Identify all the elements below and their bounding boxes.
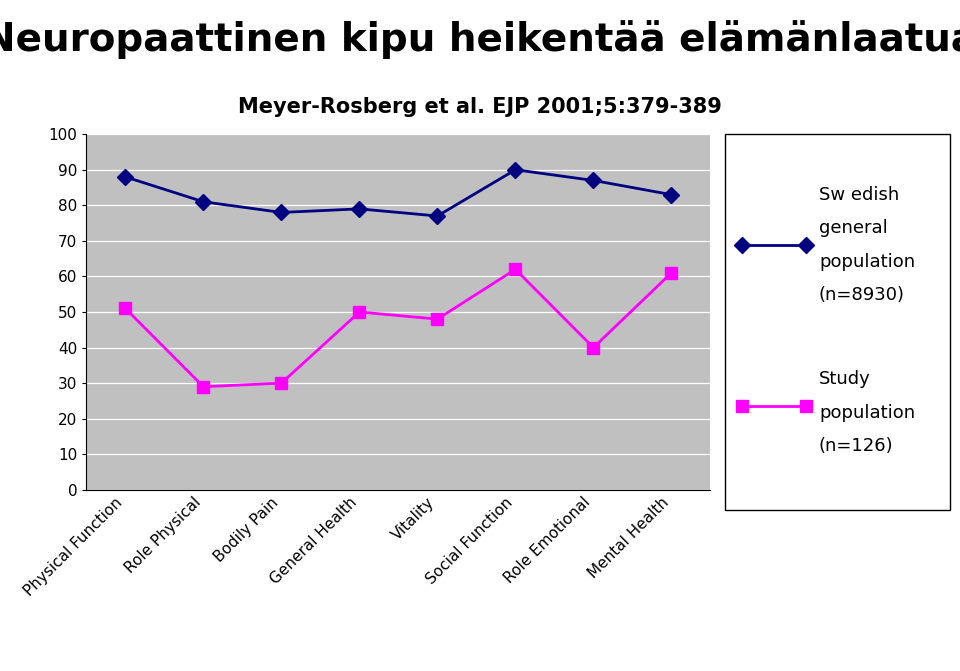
Text: Neuropaattinen kipu heikentää elämänlaatua: Neuropaattinen kipu heikentää elämänlaat… — [0, 20, 960, 59]
Text: (n=126): (n=126) — [819, 437, 894, 455]
Text: Study: Study — [819, 370, 871, 388]
Text: general: general — [819, 219, 888, 237]
Text: Sw edish: Sw edish — [819, 186, 900, 203]
Text: Meyer-Rosberg et al. EJP 2001;5:379-389: Meyer-Rosberg et al. EJP 2001;5:379-389 — [238, 97, 722, 117]
Text: population: population — [819, 404, 915, 421]
Text: population: population — [819, 253, 915, 270]
Text: (n=8930): (n=8930) — [819, 287, 905, 304]
